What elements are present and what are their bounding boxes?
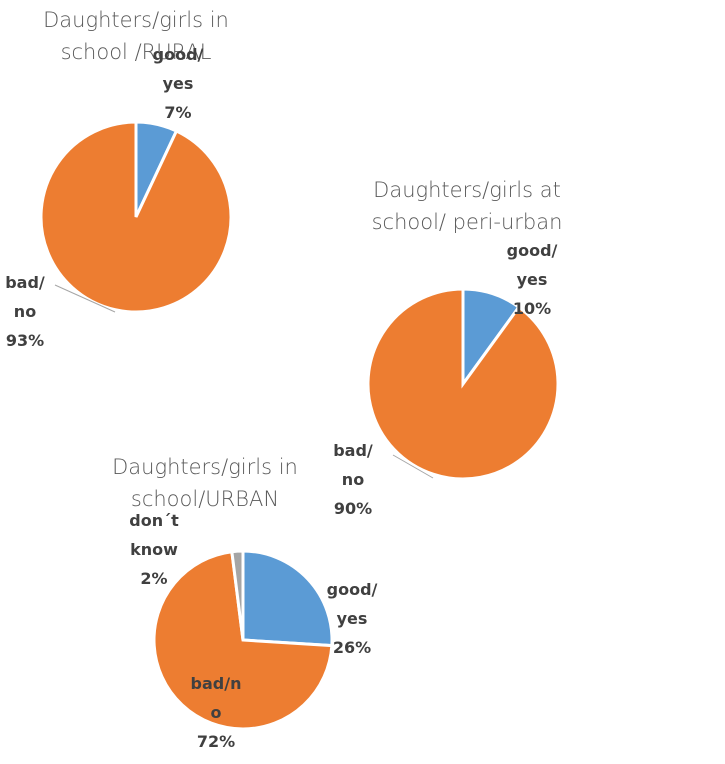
chart-title: Daughters/girls at school/ peri-urban [371, 178, 563, 234]
pie-slice [39, 120, 233, 314]
leader-line [392, 454, 434, 479]
label-category: good/ yes [506, 241, 558, 289]
label-value: 2% [140, 569, 168, 588]
label-category: bad/no [190, 674, 242, 722]
pie-slice [152, 550, 334, 731]
label-value: 10% [512, 299, 552, 318]
label-value: 72% [196, 732, 236, 751]
chart-title: Daughters/girls in school/URBAN [112, 455, 298, 511]
label-category: don´t know [129, 511, 179, 559]
data-label: good/ yes 26% [318, 575, 386, 662]
label-category: bad/ no [5, 273, 45, 321]
data-label: don´t know 2% [124, 506, 184, 593]
label-value: 93% [5, 331, 45, 350]
label-category: good/ yes [152, 45, 204, 93]
label-category: bad/ no [333, 441, 373, 489]
data-label: bad/ no 93% [0, 268, 50, 355]
data-label: good/ yes 10% [500, 236, 564, 323]
pie-slice [366, 287, 560, 481]
label-value: 90% [333, 499, 373, 518]
label-category: good/ yes [326, 580, 378, 628]
pie-slice [230, 549, 245, 641]
data-label: bad/no 72% [188, 669, 244, 756]
label-value: 26% [332, 638, 372, 657]
leader-line [54, 284, 116, 313]
data-label: bad/ no 90% [328, 436, 378, 523]
label-value: 7% [164, 103, 192, 122]
chart-title: Daughters/girls in school /RURAL [43, 8, 229, 64]
pie-slice [241, 549, 334, 648]
data-label: good/ yes 7% [148, 40, 208, 127]
